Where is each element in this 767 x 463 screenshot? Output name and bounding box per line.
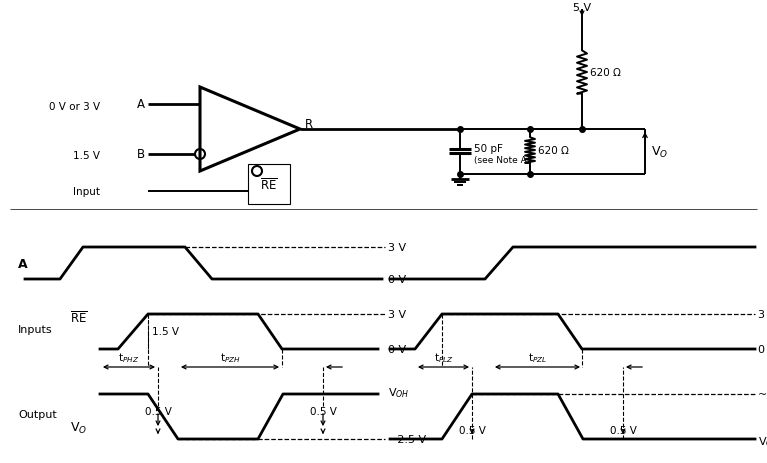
Text: 1.5 V: 1.5 V <box>73 150 100 161</box>
Text: 0.5 V: 0.5 V <box>310 406 337 416</box>
Text: V$_{OL}$: V$_{OL}$ <box>758 434 767 448</box>
Text: Input: Input <box>73 187 100 197</box>
Text: 0 V: 0 V <box>388 275 406 284</box>
Text: V$_O$: V$_O$ <box>651 144 668 160</box>
Text: ~2.5 V: ~2.5 V <box>388 434 426 444</box>
Text: t$_{PZL}$: t$_{PZL}$ <box>528 350 547 364</box>
Text: 0.5 V: 0.5 V <box>144 406 172 416</box>
Text: 3 V: 3 V <box>388 243 406 252</box>
Text: 0 V: 0 V <box>758 344 767 354</box>
Text: $\overline{\rm RE}$: $\overline{\rm RE}$ <box>70 310 87 325</box>
Text: A: A <box>18 258 28 271</box>
Text: t$_{PHZ}$: t$_{PHZ}$ <box>118 350 140 364</box>
Text: 620 Ω: 620 Ω <box>590 68 621 78</box>
Text: t$_{PLZ}$: t$_{PLZ}$ <box>433 350 453 364</box>
Text: V$_{OH}$: V$_{OH}$ <box>388 385 410 399</box>
Text: 3 V: 3 V <box>388 309 406 319</box>
Text: 1.5 V: 1.5 V <box>152 326 179 336</box>
Text: t$_{PZH}$: t$_{PZH}$ <box>219 350 240 364</box>
Text: 0 V: 0 V <box>388 344 406 354</box>
Text: B: B <box>137 147 145 160</box>
Text: 0.5 V: 0.5 V <box>459 425 486 435</box>
Text: 0 V or 3 V: 0 V or 3 V <box>49 102 100 112</box>
Text: (see Note A): (see Note A) <box>474 155 530 164</box>
Text: Output: Output <box>18 409 57 419</box>
Text: 3 V: 3 V <box>758 309 767 319</box>
Text: A: A <box>137 98 145 111</box>
Text: 50 pF: 50 pF <box>474 144 503 154</box>
Text: 620 Ω: 620 Ω <box>538 146 569 156</box>
Text: Inputs: Inputs <box>18 324 53 334</box>
Text: 0.5 V: 0.5 V <box>610 425 637 435</box>
Text: R: R <box>305 117 313 130</box>
Text: V$_O$: V$_O$ <box>70 419 87 435</box>
Text: ~2.5 V: ~2.5 V <box>758 389 767 399</box>
Text: $\overline{\rm RE}$: $\overline{\rm RE}$ <box>260 177 278 192</box>
Text: 5 V: 5 V <box>573 3 591 13</box>
